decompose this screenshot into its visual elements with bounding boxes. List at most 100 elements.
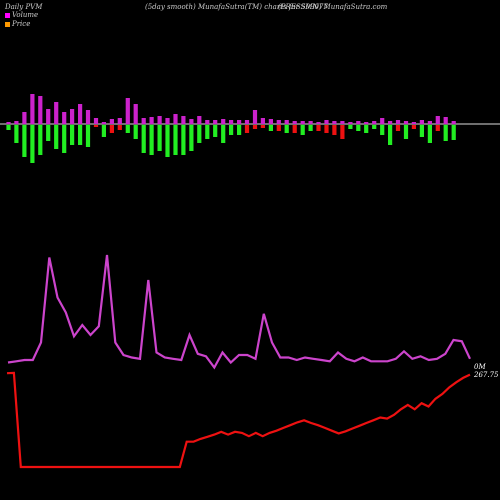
volume-bar-up <box>419 120 424 124</box>
volume-bar-down <box>324 125 329 133</box>
volume-bar-down <box>316 125 321 131</box>
volume-bar-down <box>117 125 122 130</box>
volume-bar-up <box>403 121 409 124</box>
volume-bar-up <box>181 116 186 124</box>
volume-bar-down <box>141 125 146 153</box>
volume-line <box>7 254 471 370</box>
volume-bar-down <box>443 125 448 141</box>
volume-bar-up <box>411 122 416 124</box>
legend-price: Price <box>5 20 30 28</box>
volume-bar-up <box>340 121 345 124</box>
volume-bar-up <box>141 118 146 124</box>
volume-bar-up <box>109 119 114 124</box>
volume-bar-up <box>435 116 440 124</box>
volume-bar-up <box>348 122 353 124</box>
volume-bar-down <box>173 125 178 155</box>
chart-title-right: (PRESSMN) MunafaSutra.com <box>278 3 388 11</box>
volume-bar-down <box>292 125 297 133</box>
volume-bar-down <box>244 125 250 133</box>
last-price-label: 267.75 <box>474 371 499 379</box>
volume-bar-up <box>252 110 258 124</box>
volume-bar-down <box>109 125 114 133</box>
volume-bar-down <box>133 125 138 139</box>
volume-bar-down <box>380 125 385 135</box>
legend-volume-swatch <box>5 12 10 18</box>
volume-bar-down <box>284 125 289 133</box>
volume-bar-up <box>197 116 202 124</box>
volume-bar-up <box>93 118 99 124</box>
volume-bar-up <box>443 117 448 124</box>
volume-bar-up <box>300 121 305 124</box>
chart-title-middle: (5day smooth) MunafaSutra(TM) charts for… <box>145 3 328 11</box>
volume-bar-up <box>165 118 170 124</box>
volume-bar-down <box>149 125 154 155</box>
volume-bar-up <box>14 121 19 124</box>
volume-bar-down <box>14 125 19 143</box>
volume-bar-up <box>292 121 297 124</box>
volume-bar-down <box>197 125 202 143</box>
volume-bar-up <box>125 98 130 124</box>
volume-bar-up <box>268 119 273 124</box>
volume-bar-down <box>356 125 361 131</box>
volume-bar-down <box>348 125 353 129</box>
volume-bar-down <box>70 125 75 145</box>
volume-bar-down <box>62 125 67 153</box>
volume-bar-down <box>205 125 210 139</box>
volume-bar-up <box>38 96 43 124</box>
legend-volume-label: Volume <box>12 11 39 19</box>
volume-bar-down <box>427 125 432 143</box>
volume-bar-down <box>54 125 59 149</box>
volume-bar-up <box>133 104 138 124</box>
volume-bar-up <box>451 121 456 124</box>
volume-bar-down <box>308 125 313 131</box>
volume-bars <box>6 94 456 163</box>
volume-bar-down <box>276 125 281 131</box>
volume-bar-down <box>189 125 194 151</box>
volume-bar-up <box>213 120 218 124</box>
volume-bar-up <box>189 119 194 124</box>
volume-bar-down <box>364 125 369 133</box>
volume-bar-down <box>451 125 456 140</box>
volume-bar-up <box>364 122 369 124</box>
volume-bar-up <box>101 122 106 124</box>
volume-bar-down <box>93 125 99 127</box>
volume-bar-up <box>62 112 67 124</box>
volume-bar-down <box>252 125 258 129</box>
volume-bar-down <box>157 125 162 151</box>
volume-bar-up <box>332 121 337 124</box>
volume-bar-up <box>78 104 83 124</box>
volume-bar-down <box>213 125 218 137</box>
last-volume-label: 0M <box>474 363 486 371</box>
volume-bar-up <box>6 122 11 124</box>
volume-bar-up <box>395 120 401 124</box>
volume-bar-up <box>388 121 393 124</box>
volume-bar-up <box>221 119 226 124</box>
volume-bar-down <box>340 125 345 139</box>
volume-bar-down <box>221 125 226 143</box>
volume-bar-up <box>30 94 35 124</box>
chart-title-left: Daily PVM <box>5 3 43 11</box>
volume-bar-up <box>308 121 313 124</box>
volume-bar-up <box>205 120 210 124</box>
volume-bar-down <box>85 125 91 147</box>
volume-bar-down <box>395 125 401 131</box>
volume-bar-up <box>229 120 234 124</box>
volume-bar-down <box>46 125 51 141</box>
volume-bar-up <box>237 120 242 124</box>
volume-bar-down <box>411 125 416 129</box>
volume-bar-up <box>70 109 75 124</box>
volume-bar-up <box>316 122 321 124</box>
volume-bar-down <box>6 125 11 130</box>
volume-bar-down <box>260 125 265 128</box>
volume-bar-down <box>22 125 27 157</box>
volume-bar-up <box>173 114 178 124</box>
volume-bar-down <box>181 125 186 155</box>
volume-bar-up <box>149 117 154 124</box>
legend-volume: Volume <box>5 11 38 19</box>
volume-bar-up <box>54 102 59 124</box>
volume-bar-up <box>276 120 281 124</box>
legend-price-label: Price <box>12 20 31 28</box>
volume-bar-up <box>427 121 432 124</box>
volume-bar-down <box>78 125 83 145</box>
legend-price-swatch <box>5 21 10 27</box>
